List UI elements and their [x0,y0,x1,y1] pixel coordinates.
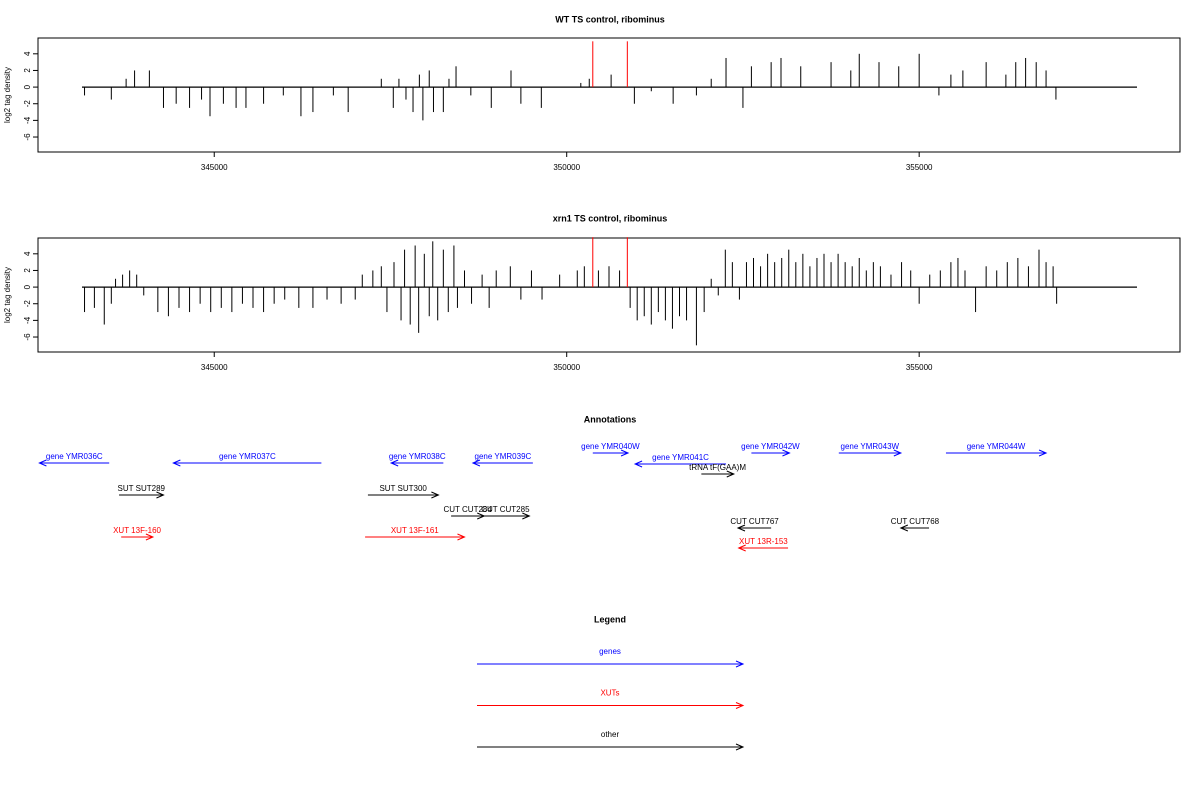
feature-arrow-head [633,460,643,468]
legend-arrow-head [735,743,745,751]
feature-arrow-head [726,470,736,478]
y-tick-label: -2 [23,300,32,308]
y-tick-label: 0 [23,84,32,89]
feature-label: CUT CUT285 [481,505,530,514]
feature-arrow-head [1038,449,1048,457]
feature-label: gene YMR039C [475,452,532,461]
legend-label: XUTs [600,689,619,698]
feature-label: CUT CUT767 [730,517,779,526]
feature-label: SUT SUT289 [118,484,166,493]
legend-title: Legend [594,614,626,624]
feature-label: CUT CUT284 [444,505,493,514]
y-tick-label: 0 [23,284,32,289]
feature-arrow-head [620,449,630,457]
plot-box [37,37,1181,153]
feature-arrow-head [736,524,746,532]
feature-arrow-head [782,449,791,457]
feature-arrow-head [893,449,903,457]
feature-label: XUT 13F-160 [113,526,161,535]
chart-title: xrn1 TS control, ribominus [553,213,668,223]
feature-label: XUT 13F-161 [391,526,439,535]
x-tick-label: 355000 [906,163,933,172]
feature-label: gene YMR036C [46,452,103,461]
feature-label: gene YMR037C [219,452,276,461]
feature-label: CUT CUT768 [891,517,940,526]
y-tick-label: 2 [23,68,32,73]
feature-arrow-head [431,491,440,499]
feature-arrow-head [522,512,531,520]
legend-label: genes [599,647,621,656]
annotation-track: gene YMR036C gene YMR037C gene YMR038C gene… [38,442,1048,552]
y-axis-label: log2 tag density [3,267,12,323]
feature-label: SUT SUT300 [379,484,427,493]
feature-label: tRNA tF(GAA)M [689,463,746,472]
feature-arrow-head [145,533,155,541]
x-tick-label: 345000 [201,363,228,372]
feature-arrow-head [156,491,165,499]
y-tick-label: -2 [23,100,32,108]
x-tick-label: 350000 [553,363,580,372]
feature-arrow-head [457,533,466,541]
chart-title: WT TS control, ribominus [555,14,665,24]
y-tick-label: 2 [23,268,32,273]
y-tick-label: -6 [23,333,32,341]
legend-arrow-head [735,660,745,668]
feature-arrow-head [172,459,181,467]
feature-label: gene YMR044W [967,442,1026,451]
feature-label: gene YMR042W [741,442,800,451]
plot-box [37,237,1181,353]
x-tick-label: 355000 [906,363,933,372]
feature-label: XUT 13R-153 [739,537,788,546]
y-tick-label: -6 [23,133,32,141]
y-tick-label: 4 [23,251,32,256]
legend-label: other [601,730,620,739]
feature-label: gene YMR040W [581,442,640,451]
x-tick-label: 350000 [553,163,580,172]
y-tick-label: -4 [23,116,32,124]
annotations-title: Annotations [584,414,637,424]
feature-label: gene YMR041C [652,453,709,462]
feature-arrow-head [38,459,47,467]
legend-arrow-head [735,702,745,709]
y-tick-label: 4 [23,51,32,56]
y-axis-label: log2 tag density [3,67,12,123]
feature-label: gene YMR038C [389,452,446,461]
feature-arrow-head [471,459,481,467]
feature-label: gene YMR043W [841,442,900,451]
x-tick-label: 345000 [201,163,228,172]
feature-arrow-head [389,459,399,467]
feature-arrow-head [899,524,909,532]
feature-arrow-head [737,544,746,552]
y-tick-label: -4 [23,316,32,324]
